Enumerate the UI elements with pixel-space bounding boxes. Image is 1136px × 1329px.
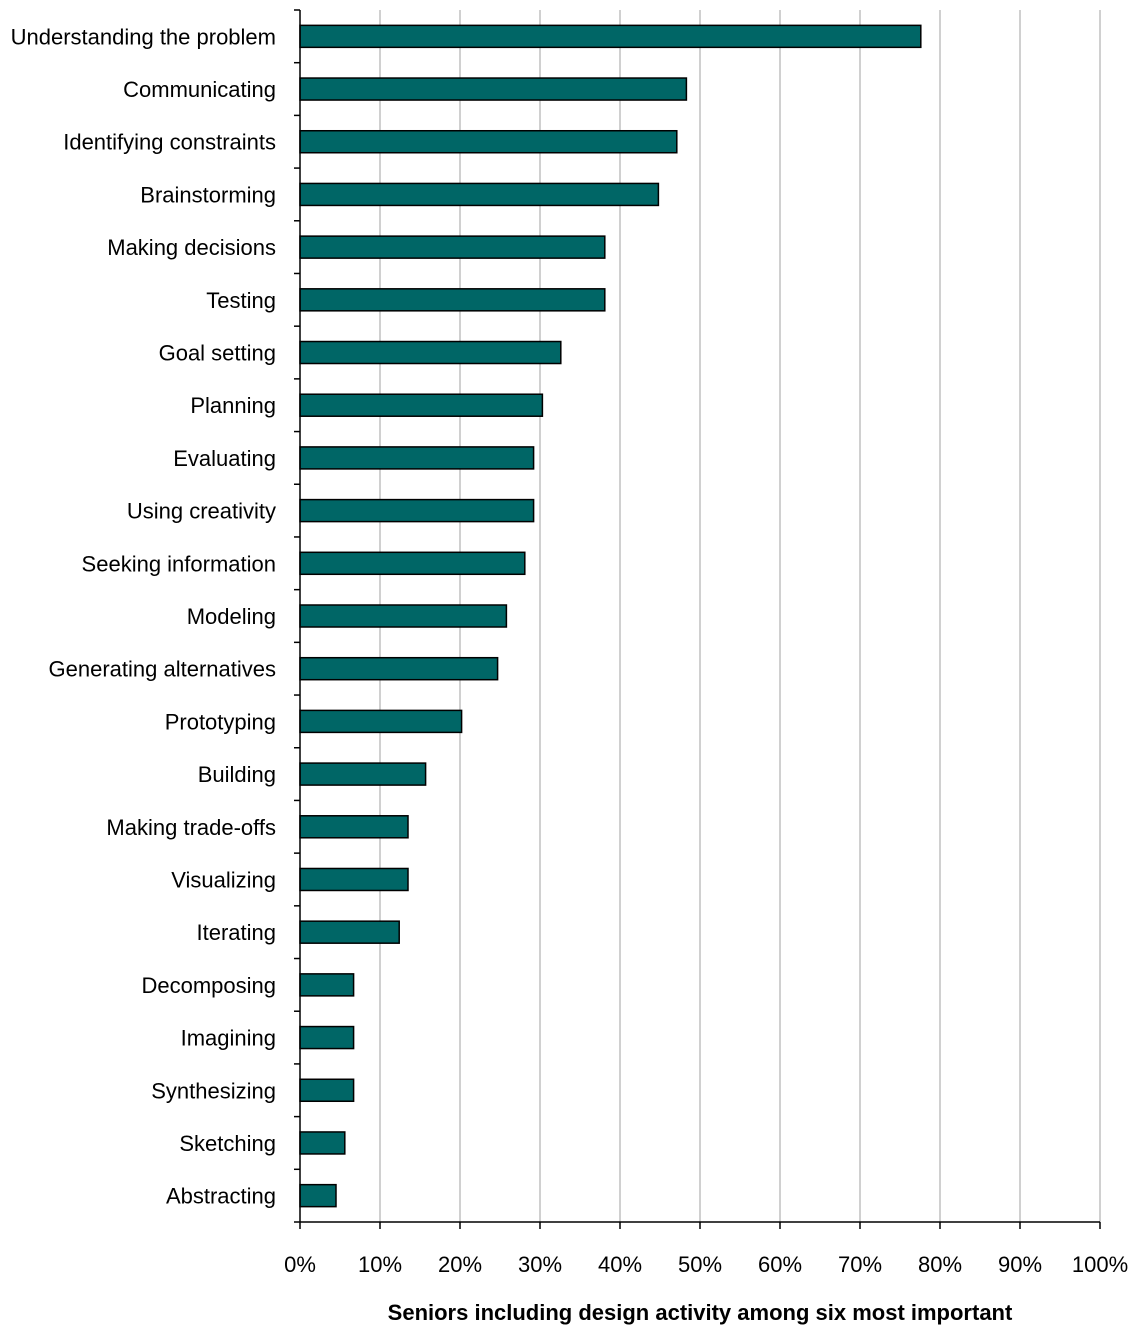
category-label: Modeling [187, 604, 276, 629]
category-label: Using creativity [127, 499, 276, 524]
bar [299, 815, 409, 839]
category-label: Making trade-offs [106, 815, 276, 840]
x-tick-label: 90% [998, 1252, 1042, 1277]
category-label: Prototyping [165, 709, 276, 734]
bar [299, 709, 463, 734]
bar [299, 77, 688, 101]
category-label: Abstracting [166, 1184, 276, 1209]
bar [299, 1131, 346, 1155]
bar [299, 393, 544, 417]
bar [299, 446, 535, 470]
bar [299, 551, 526, 576]
category-label: Planning [190, 393, 276, 418]
axes [294, 9, 1101, 1229]
x-axis-title: Seniors including design activity among … [388, 1300, 1013, 1325]
category-label: Evaluating [173, 446, 276, 471]
x-tick-label: 60% [758, 1252, 802, 1277]
x-tick-label: 40% [598, 1252, 642, 1277]
category-label: Identifying constraints [63, 130, 276, 155]
x-tick-label: 10% [358, 1252, 402, 1277]
bar [299, 1025, 355, 1050]
x-tick-label: 50% [678, 1252, 722, 1277]
category-label: Synthesizing [151, 1078, 276, 1103]
bar [299, 235, 606, 259]
tick-labels: 0% 10% 20% 30% 40% 50% 60% 70% 80% 90% 100% [284, 1252, 1128, 1277]
bar [299, 656, 499, 681]
category-label: Seeking information [82, 551, 276, 576]
category-label: Communicating [123, 77, 276, 102]
bars [299, 24, 922, 1208]
bar [299, 24, 922, 49]
x-tick-label: 80% [918, 1252, 962, 1277]
category-label: Building [198, 762, 276, 787]
gridlines [379, 10, 1101, 1222]
x-tick-label: 0% [284, 1252, 316, 1277]
bar [299, 1183, 337, 1208]
bar [299, 498, 535, 523]
bar [299, 973, 355, 997]
category-label: Generating alternatives [49, 657, 276, 682]
x-tick-label: 100% [1072, 1252, 1128, 1277]
category-label: Imagining [181, 1026, 276, 1051]
category-label: Goal setting [159, 341, 276, 366]
bar [299, 288, 606, 312]
bar [299, 182, 660, 207]
bar [299, 762, 427, 786]
x-tick-label: 20% [438, 1252, 482, 1277]
category-label: Testing [206, 288, 276, 313]
x-tick-label: 70% [838, 1252, 882, 1277]
bar [299, 129, 678, 154]
category-label: Iterating [197, 920, 277, 945]
bar [299, 920, 400, 944]
bar [299, 867, 409, 892]
category-label: Making decisions [107, 235, 276, 260]
category-label: Understanding the problem [11, 24, 276, 49]
category-label: Visualizing [171, 867, 276, 892]
bar [299, 604, 508, 628]
category-label: Sketching [179, 1131, 276, 1156]
category-labels: Understanding the problem Communicating Id… [11, 24, 276, 1208]
x-tick-label: 30% [518, 1252, 562, 1277]
bar [299, 340, 562, 365]
category-label: Brainstorming [140, 182, 276, 207]
bar [299, 1078, 355, 1103]
category-label: Decomposing [141, 973, 276, 998]
